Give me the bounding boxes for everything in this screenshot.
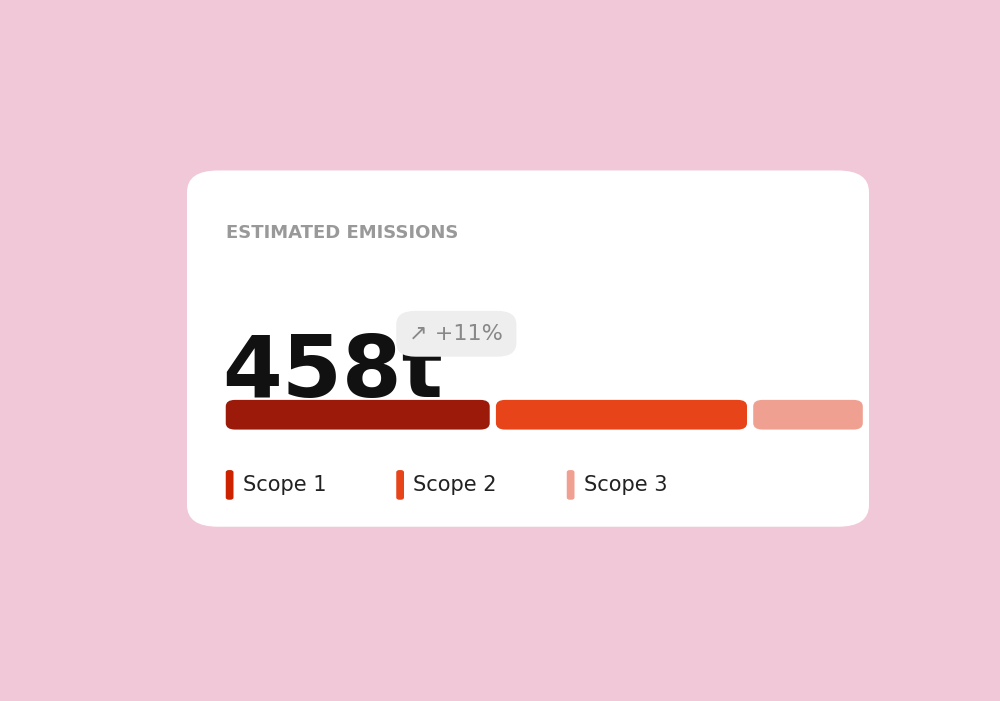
Text: Scope 2: Scope 2 [413,475,497,495]
FancyBboxPatch shape [396,470,404,500]
FancyBboxPatch shape [567,470,574,500]
FancyBboxPatch shape [226,400,490,430]
Text: 458t: 458t [222,332,443,416]
Text: Scope 3: Scope 3 [584,475,667,495]
Text: ESTIMATED EMISSIONS: ESTIMATED EMISSIONS [226,224,458,243]
FancyBboxPatch shape [226,470,234,500]
FancyBboxPatch shape [187,170,869,526]
FancyBboxPatch shape [496,400,747,430]
FancyBboxPatch shape [753,400,863,430]
FancyBboxPatch shape [396,311,516,357]
Text: ↗ +11%: ↗ +11% [409,324,503,343]
Text: Scope 1: Scope 1 [243,475,326,495]
